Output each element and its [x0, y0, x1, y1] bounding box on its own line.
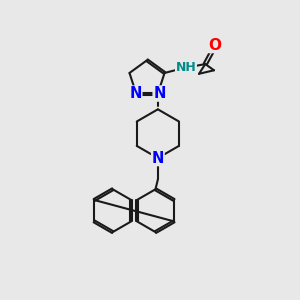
- Text: NH: NH: [176, 61, 196, 74]
- Text: O: O: [208, 38, 222, 52]
- Text: N: N: [129, 86, 142, 101]
- Text: N: N: [152, 151, 164, 166]
- Text: N: N: [153, 86, 166, 101]
